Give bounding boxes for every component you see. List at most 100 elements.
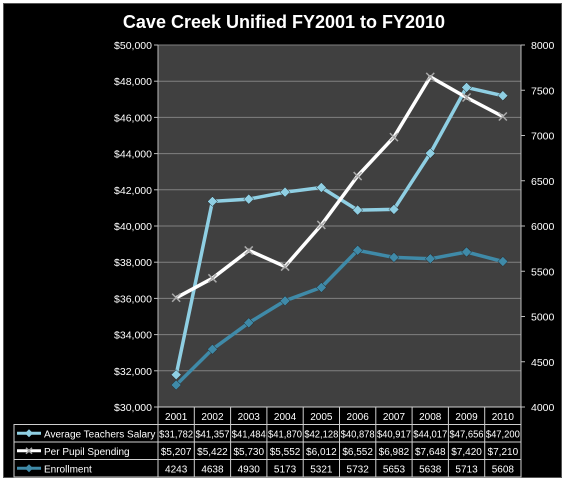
x-tick-label: 2002 — [201, 412, 224, 423]
data-label: $6,982 — [379, 447, 410, 458]
data-point-stroke — [498, 111, 508, 122]
data-point-stroke — [389, 132, 399, 142]
data-point — [315, 282, 327, 293]
x-tick-label: 2007 — [383, 412, 406, 423]
data-point — [424, 147, 436, 159]
legend-label: Enrollment — [44, 465, 92, 476]
x-tick-label: 2006 — [347, 412, 370, 423]
data-point — [352, 204, 364, 216]
series-line — [175, 75, 504, 300]
data-label: $6,012 — [306, 447, 337, 458]
data-label: $47,200 — [486, 430, 520, 441]
x-tick-label: 2003 — [238, 412, 261, 423]
data-point — [243, 193, 255, 205]
data-label: $47,656 — [450, 430, 484, 441]
x-tick-label: 2010 — [492, 412, 515, 423]
y-left-tick-label: $40,000 — [114, 221, 152, 233]
data-label: $7,210 — [488, 447, 519, 458]
data-label: $44,017 — [413, 430, 447, 441]
data-label: $40,917 — [377, 430, 411, 441]
data-point — [279, 295, 291, 307]
data-point — [315, 182, 327, 193]
data-label: 5653 — [383, 465, 406, 476]
data-label: $42,128 — [304, 430, 338, 441]
data-label: $40,878 — [341, 430, 375, 441]
y-right-tick-label: 8000 — [531, 40, 555, 52]
y-left-tick-label: $36,000 — [114, 293, 152, 305]
y-right-tick-label: 5000 — [531, 312, 555, 324]
x-tick-label: 2009 — [455, 412, 478, 423]
legend-marker-stroke — [25, 447, 33, 455]
data-point — [462, 92, 472, 103]
data-label: 4930 — [238, 465, 261, 476]
legend-marker — [25, 429, 33, 438]
data-point-stroke — [353, 171, 363, 181]
y-left-tick-label: $38,000 — [114, 257, 152, 269]
y-left-tick-label: $46,000 — [114, 112, 152, 124]
y-right-tick-label: 6500 — [531, 176, 555, 188]
data-point-stroke — [207, 273, 217, 283]
data-label: $5,422 — [197, 447, 228, 458]
data-label: $41,870 — [268, 430, 302, 441]
data-label: 4638 — [201, 465, 224, 476]
data-label: 5713 — [455, 465, 478, 476]
y-left-tick-label: $30,000 — [114, 402, 152, 414]
y-right-tick-label: 4500 — [531, 357, 555, 369]
data-point — [425, 72, 435, 82]
data-label: 5732 — [347, 465, 370, 476]
data-point — [388, 252, 400, 263]
data-point — [171, 293, 181, 303]
data-label: $7,420 — [451, 447, 482, 458]
y-left-tick-label: $48,000 — [114, 76, 152, 88]
data-label: $5,552 — [270, 447, 301, 458]
data-point — [279, 186, 291, 198]
data-point — [207, 273, 217, 283]
y-left-tick-label: $42,000 — [114, 185, 152, 197]
data-point-stroke — [425, 72, 435, 82]
data-label: $6,552 — [342, 447, 373, 458]
y-left-tick-label: $34,000 — [114, 330, 152, 342]
data-label: $7,648 — [415, 447, 446, 458]
data-point — [243, 317, 255, 329]
y-right-tick-label: 5500 — [531, 266, 555, 278]
data-point-stroke — [280, 262, 290, 272]
data-point — [388, 204, 400, 215]
data-point-stroke — [244, 245, 254, 255]
data-point-stroke — [316, 220, 326, 230]
y-left-tick-label: $44,000 — [114, 149, 152, 161]
data-label: 5321 — [310, 465, 333, 476]
data-point — [461, 82, 472, 93]
data-point-stroke — [171, 293, 181, 303]
data-point — [389, 132, 399, 142]
data-label: 5638 — [419, 465, 442, 476]
data-point — [207, 343, 218, 355]
data-label: 5173 — [274, 465, 297, 476]
data-label: $31,782 — [159, 430, 193, 441]
legend-marker — [25, 447, 33, 455]
y-left-tick-label: $32,000 — [114, 366, 152, 378]
legend-label: Average Teachers Salary — [44, 430, 155, 441]
data-point — [316, 220, 326, 230]
data-point-stroke — [462, 92, 472, 103]
x-tick-label: 2001 — [165, 412, 188, 423]
data-label: $41,357 — [195, 430, 229, 441]
data-point — [498, 111, 508, 122]
data-label: 4243 — [165, 465, 188, 476]
series-line — [174, 248, 504, 387]
data-point — [207, 196, 218, 207]
data-label: 5608 — [492, 465, 515, 476]
legend-label: Per Pupil Spending — [44, 447, 130, 458]
data-point — [497, 90, 509, 102]
data-point — [244, 245, 254, 255]
data-point — [170, 379, 182, 391]
data-point — [424, 253, 436, 265]
x-tick-label: 2005 — [310, 412, 333, 423]
x-tick-label: 2004 — [274, 412, 297, 423]
data-point — [461, 246, 472, 258]
data-point — [353, 171, 363, 181]
data-point — [280, 262, 290, 272]
x-tick-label: 2008 — [419, 412, 442, 423]
chart-title: Cave Creek Unified FY2001 to FY2010 — [123, 12, 445, 32]
y-right-tick-label: 7000 — [531, 131, 555, 143]
